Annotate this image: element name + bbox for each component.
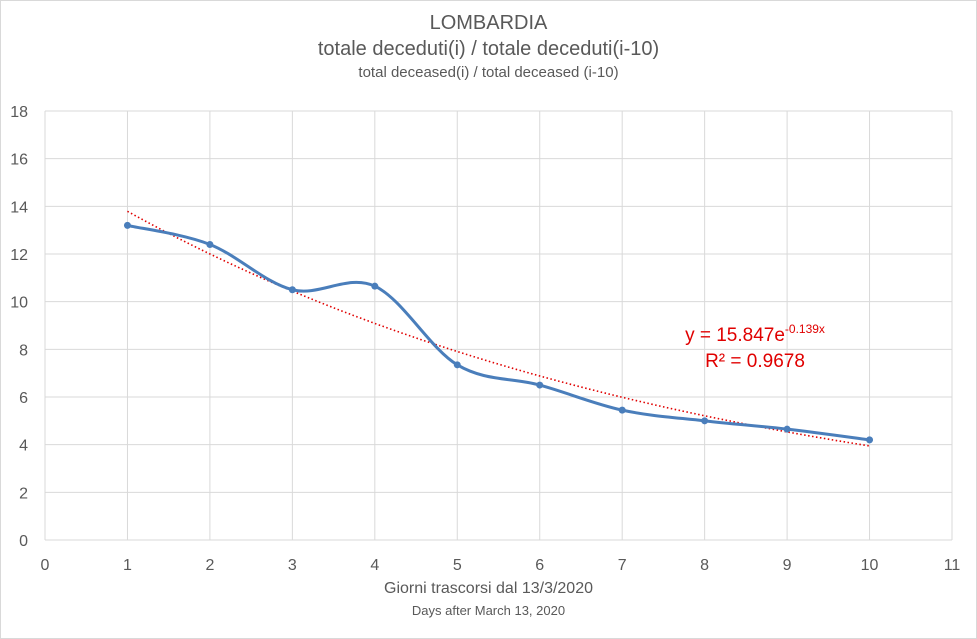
data-point <box>866 436 874 444</box>
x-tick-label: 2 <box>205 557 214 574</box>
y-tick-label: 8 <box>19 342 28 359</box>
x-tick-label: 7 <box>618 557 627 574</box>
x-axis-label: Giorni trascorsi dal 13/3/2020 <box>384 580 593 597</box>
x-tick-label: 8 <box>700 557 709 574</box>
chart-title-block: LOMBARDIA totale deceduti(i) / totale de… <box>0 10 977 84</box>
x-tick-label: 1 <box>123 557 132 574</box>
data-point <box>206 240 214 248</box>
chart-subtitle: totale deceduti(i) / totale deceduti(i-1… <box>317 38 660 60</box>
data-point <box>123 221 131 229</box>
data-point <box>701 417 709 425</box>
y-tick-label: 0 <box>19 533 28 550</box>
x-tick-label: 9 <box>783 557 792 574</box>
equation-text: y = 15.847e <box>685 325 785 346</box>
y-tick-label: 12 <box>10 247 28 264</box>
x-axis-label-english: Days after March 13, 2020 <box>411 603 566 618</box>
x-tick-label: 10 <box>861 557 879 574</box>
data-point <box>288 286 296 294</box>
y-tick-label: 10 <box>10 295 28 312</box>
data-point <box>453 361 461 369</box>
x-tick-label: 0 <box>41 557 50 574</box>
y-tick-label: 4 <box>19 438 28 455</box>
y-tick-label: 18 <box>10 104 28 121</box>
y-tick-label: 14 <box>10 199 28 216</box>
x-tick-label: 4 <box>370 557 379 574</box>
r-squared-text: R² = 0.9678 <box>705 351 805 372</box>
chart-title: LOMBARDIA <box>429 12 548 34</box>
x-tick-label: 11 <box>944 557 961 574</box>
y-tick-label: 16 <box>10 152 28 169</box>
x-tick-label: 6 <box>535 557 544 574</box>
y-tick-label: 6 <box>19 390 28 407</box>
data-point <box>783 425 791 433</box>
x-tick-label: 3 <box>288 557 297 574</box>
series-line <box>127 223 870 442</box>
data-point <box>618 406 626 414</box>
y-tick-label: 2 <box>19 485 28 502</box>
x-tick-label: 5 <box>453 557 462 574</box>
data-point <box>536 381 544 389</box>
trendline-equation: y = 15.847e-0.139x R² = 0.9678 <box>655 316 855 375</box>
data-point <box>371 282 379 290</box>
equation-exponent: -0.139x <box>784 322 825 336</box>
chart-subtitle-english: total deceased(i) / total deceased (i-10… <box>358 64 619 81</box>
